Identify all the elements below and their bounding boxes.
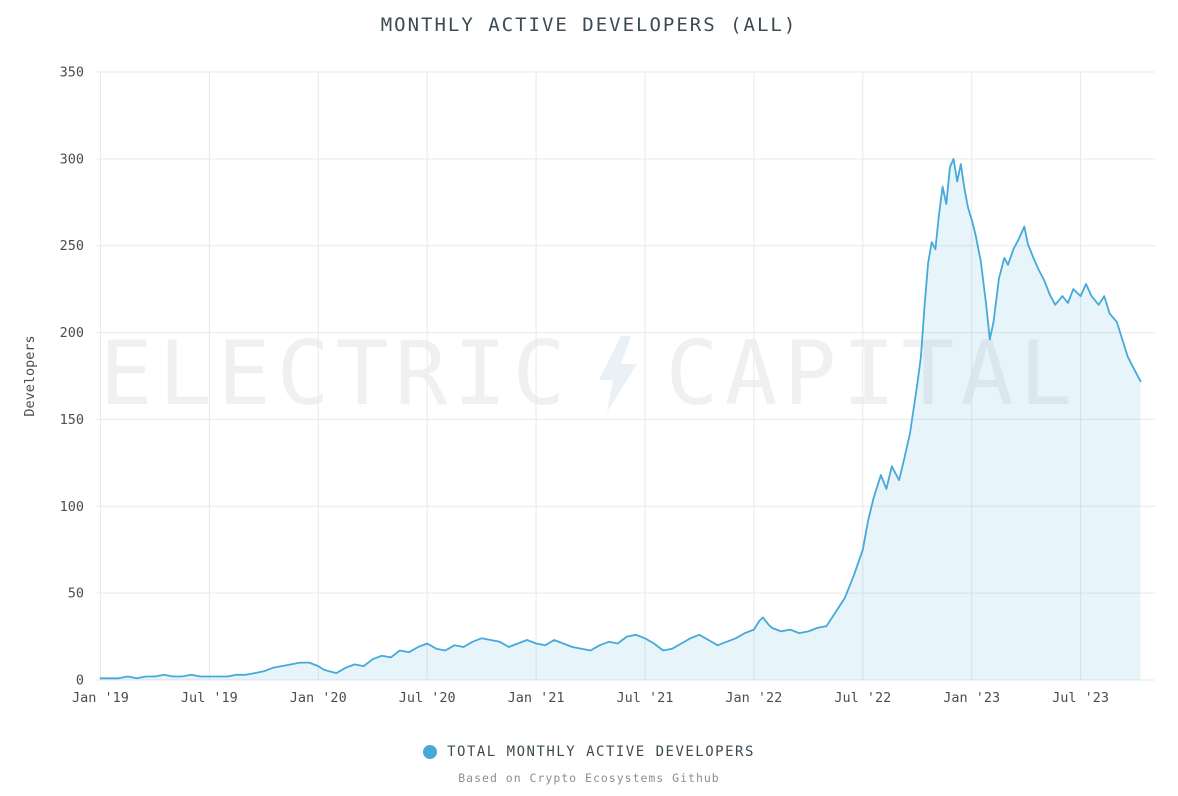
chart-legend: TOTAL MONTHLY ACTIVE DEVELOPERS — [0, 744, 1178, 760]
x-tick-label: Jul '20 — [399, 690, 456, 706]
x-tick-label: Jul '23 — [1052, 690, 1109, 706]
y-tick-label: 50 — [68, 586, 84, 602]
y-tick-label: 0 — [76, 673, 84, 689]
legend-label: TOTAL MONTHLY ACTIVE DEVELOPERS — [447, 744, 755, 760]
x-tick-label: Jan '21 — [508, 690, 565, 706]
chart-footnote: Based on Crypto Ecosystems Github — [458, 771, 720, 785]
chart-title: MONTHLY ACTIVE DEVELOPERS (ALL) — [380, 14, 798, 36]
watermark-text-electric: ELECTRIC — [99, 322, 572, 425]
lightning-bolt-icon — [599, 336, 638, 412]
watermark: ELECTRIC CAPITAL — [0, 330, 1178, 418]
x-tick-label: Jul '22 — [834, 690, 891, 706]
series-area — [100, 158, 1141, 680]
legend-dot — [423, 745, 438, 759]
x-tick-label: Jan '20 — [290, 690, 347, 706]
y-tick-label: 100 — [60, 499, 84, 515]
x-tick-label: Jan '19 — [72, 690, 129, 706]
watermark-text-capital: CAPITAL — [665, 322, 1079, 425]
x-tick-label: Jan '23 — [943, 690, 1000, 706]
y-axis-label: Developers — [22, 335, 38, 416]
x-tick-label: Jan '22 — [725, 690, 782, 706]
series-line — [99, 158, 1142, 680]
x-tick-label: Jul '21 — [617, 690, 674, 706]
x-tick-label: Jul '19 — [181, 690, 238, 706]
y-tick-label: 200 — [60, 325, 84, 341]
y-tick-label: 350 — [60, 65, 84, 81]
y-tick-label: 300 — [60, 151, 84, 167]
y-tick-label: 150 — [60, 412, 84, 428]
y-tick-label: 250 — [60, 238, 84, 254]
